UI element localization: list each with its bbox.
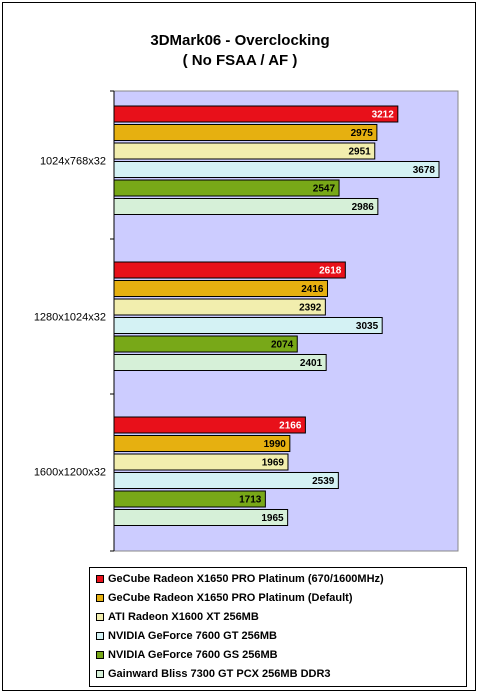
data-label: 2951 <box>349 147 372 158</box>
legend-item: ATI Radeon X1600 XT 256MB <box>96 609 259 625</box>
legend-label: GeCube Radeon X1650 PRO Platinum (Defaul… <box>108 592 353 604</box>
chart-title: 3DMark06 - Overclocking <box>150 32 330 49</box>
bar <box>113 161 440 178</box>
bar <box>113 142 376 160</box>
data-label: 1969 <box>262 458 285 469</box>
data-label: 2618 <box>319 266 342 277</box>
data-label: 1990 <box>264 439 287 450</box>
bar <box>113 472 339 489</box>
data-label: 3212 <box>372 110 395 121</box>
legend-item: Gainward Bliss 7300 GT PCX 256MB DDR3 <box>96 666 331 682</box>
bar <box>113 317 383 334</box>
category-label: 1024x768x32 <box>40 155 106 167</box>
category-label: 1280x1024x32 <box>34 311 106 323</box>
bars-layer: 3212 2975 2951 3678 2547 2986 2618 2416 2392 3035… <box>113 105 440 526</box>
legend-item: GeCube Radeon X1650 PRO Platinum (Defaul… <box>96 590 353 606</box>
chart-subtitle: ( No FSAA / AF ) <box>182 52 298 69</box>
legend-label: GeCube Radeon X1650 PRO Platinum (670/16… <box>108 573 384 585</box>
category-label: 1600x1200x32 <box>34 466 106 478</box>
bar <box>113 198 379 215</box>
legend-label: NVIDIA GeForce 7600 GS 256MB <box>108 649 278 661</box>
data-label: 1965 <box>261 513 284 524</box>
bar <box>113 335 298 353</box>
bar <box>113 280 328 297</box>
legend: GeCube Radeon X1650 PRO Platinum (670/16… <box>89 567 467 687</box>
legend-swatch <box>96 594 104 602</box>
bar <box>113 179 340 197</box>
bar <box>113 354 327 371</box>
data-label: 2074 <box>271 340 294 351</box>
data-label: 2392 <box>299 303 322 314</box>
legend-item: GeCube Radeon X1650 PRO Platinum (670/16… <box>96 571 384 587</box>
data-label: 2416 <box>301 284 324 295</box>
legend-swatch <box>96 670 104 678</box>
legend-label: ATI Radeon X1600 XT 256MB <box>108 611 259 623</box>
legend-label: Gainward Bliss 7300 GT PCX 256MB DDR3 <box>108 668 331 680</box>
data-label: 2401 <box>300 358 323 369</box>
bar <box>113 298 326 316</box>
legend-item: NVIDIA GeForce 7600 GT 256MB <box>96 628 277 644</box>
data-label: 2975 <box>351 128 374 139</box>
bar <box>113 416 306 434</box>
legend-swatch <box>96 575 104 583</box>
data-label: 2986 <box>352 202 375 213</box>
legend-swatch <box>96 651 104 659</box>
data-label: 3678 <box>413 165 436 176</box>
data-label: 2539 <box>312 476 335 487</box>
data-label: 1713 <box>239 495 262 506</box>
bar <box>113 261 346 279</box>
data-label: 3035 <box>356 321 379 332</box>
data-label: 2547 <box>313 184 336 195</box>
legend-swatch <box>96 613 104 621</box>
legend-swatch <box>96 632 104 640</box>
bar <box>113 124 378 141</box>
legend-label: NVIDIA GeForce 7600 GT 256MB <box>108 630 277 642</box>
bar <box>113 105 399 123</box>
data-label: 2166 <box>279 421 302 432</box>
legend-item: NVIDIA GeForce 7600 GS 256MB <box>96 647 278 663</box>
